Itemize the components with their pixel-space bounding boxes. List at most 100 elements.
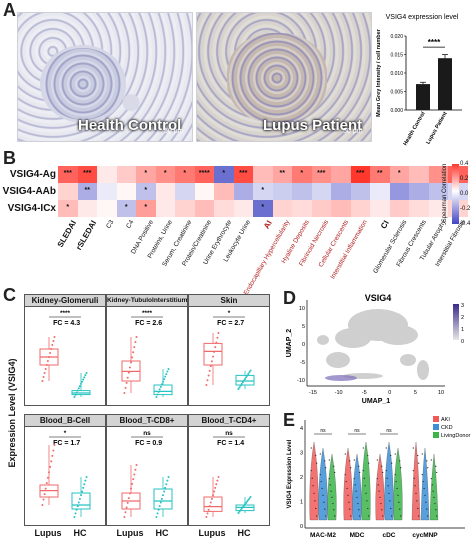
- boxplot-point: [132, 351, 135, 354]
- boxplot-point: [208, 369, 211, 372]
- violin-point: [320, 480, 322, 483]
- boxplot-point: [242, 504, 245, 507]
- boxplot-point: [205, 384, 208, 386]
- umap-ytick: 0: [302, 342, 305, 348]
- boxplot-significance: *: [228, 310, 231, 317]
- heatmap-cell: [155, 183, 175, 200]
- boxplot-point: [81, 490, 84, 493]
- heatmap-col-label: AI: [261, 219, 274, 231]
- boxplot-point: [242, 379, 245, 382]
- boxplot-point: [246, 374, 249, 377]
- violin-point: [367, 454, 369, 457]
- heatmap-star: *: [66, 204, 70, 211]
- boxplot-point: [213, 490, 216, 493]
- violin-point: [435, 465, 437, 467]
- boxplot-facet-title: Skin: [189, 295, 269, 307]
- violin-point: [380, 502, 382, 505]
- violin-point: [399, 460, 401, 462]
- boxplot-point: [126, 376, 129, 379]
- boxplot-point: [167, 368, 170, 370]
- boxplot-box: [203, 496, 223, 512]
- boxplot-point: [165, 373, 168, 376]
- heatmap-cell: [194, 200, 214, 217]
- violin-point: [311, 477, 313, 479]
- umap-ytick: -10: [297, 378, 305, 384]
- boxplot-significance: *: [64, 430, 67, 437]
- boxplot-point: [124, 511, 127, 514]
- heatmap-cell: [77, 200, 97, 217]
- boxplot-point: [216, 336, 219, 339]
- heatmap-cell: [58, 166, 78, 183]
- violin-point: [417, 454, 419, 457]
- violin-point: [363, 477, 365, 479]
- panel-label-d: D: [283, 288, 296, 308]
- violin-point: [417, 507, 419, 510]
- boxplot-significance: ****: [60, 310, 71, 317]
- boxplot-facet-title: Blood_T-CD4+: [189, 415, 269, 427]
- violin-point: [315, 507, 317, 510]
- violin-point: [330, 490, 332, 492]
- umap-ytick: -5: [300, 360, 305, 366]
- violin-point: [381, 509, 383, 511]
- boxplot-point: [207, 374, 210, 377]
- boxplot-point: [41, 380, 44, 382]
- violin-category: MAC-M2: [310, 532, 336, 539]
- boxplot-point: [205, 516, 208, 518]
- boxplot-facet: Kidney-TubuloInterstitium **** FC = 2.6: [106, 294, 188, 406]
- violin-point: [423, 487, 425, 490]
- heatmap-cell: [389, 183, 409, 200]
- scale-label-2: 50 μm: [343, 128, 363, 135]
- heatmap-cell: [58, 200, 78, 217]
- boxplot-point: [41, 504, 44, 506]
- bar-chart-title: VSIG4 expression level: [386, 14, 459, 21]
- heatmap-star: *: [261, 204, 265, 211]
- boxplot-point: [245, 501, 248, 504]
- boxplot-point: [130, 361, 132, 364]
- heatmap-cell: [233, 200, 253, 217]
- heatmap-cell: [253, 183, 273, 200]
- boxplot-point: [80, 382, 82, 385]
- violin-point: [385, 447, 387, 449]
- boxplot-box: [153, 488, 173, 510]
- heatmap-star: *: [222, 170, 226, 177]
- boxplot-point: [132, 478, 135, 481]
- violin-point: [412, 470, 414, 472]
- heatmap-col-label: C3: [105, 219, 116, 230]
- violin-point: [376, 459, 378, 461]
- boxplot-point: [155, 396, 158, 398]
- boxplot-point: [133, 473, 136, 476]
- violin-point: [310, 447, 312, 449]
- panel-label-b: B: [3, 148, 16, 168]
- violin-point: [324, 508, 326, 510]
- boxplot-point: [75, 391, 78, 394]
- glomerulus-shape-lupus: [227, 33, 327, 123]
- violin-y-label: VSIG4 Expression Level: [287, 439, 293, 508]
- boxplot-y-label: Expression Level (VSIG4): [7, 358, 17, 468]
- boxplot-point: [239, 384, 242, 387]
- violin-point: [345, 480, 347, 483]
- violin-point: [357, 502, 359, 505]
- boxplot-point: [42, 376, 45, 378]
- violin-point: [334, 515, 336, 517]
- boxplot-category-label: HC: [237, 528, 251, 538]
- boxplot-fc: FC = 0.9: [135, 440, 162, 447]
- boxplot-point: [158, 505, 161, 508]
- violin-shape: [352, 453, 362, 521]
- boxplot-point: [212, 494, 214, 497]
- boxplot-point: [217, 476, 220, 478]
- violin-point: [331, 496, 333, 498]
- boxplot-point: [81, 380, 84, 383]
- umap-plot: VSIG4-15 -10 -5 0 5 101050-5-10UMAP_1UMAP_232…: [286, 293, 464, 405]
- boxplot-significance: ns: [225, 430, 233, 437]
- boxplot-point: [85, 476, 88, 478]
- umap-colorbar-tick: 2: [461, 315, 464, 321]
- boxplot-point: [43, 372, 46, 374]
- boxplot-facet: Kidney-Glomeruli **** FC = 4.3: [24, 294, 106, 406]
- boxplot-point: [85, 372, 88, 374]
- umap-cluster: [378, 325, 418, 345]
- violin-point: [400, 467, 402, 469]
- violin-point: [368, 515, 370, 517]
- boxplot-point: [238, 510, 241, 513]
- heatmap-cell: [370, 166, 390, 183]
- boxplot-fc: FC = 1.7: [53, 440, 80, 447]
